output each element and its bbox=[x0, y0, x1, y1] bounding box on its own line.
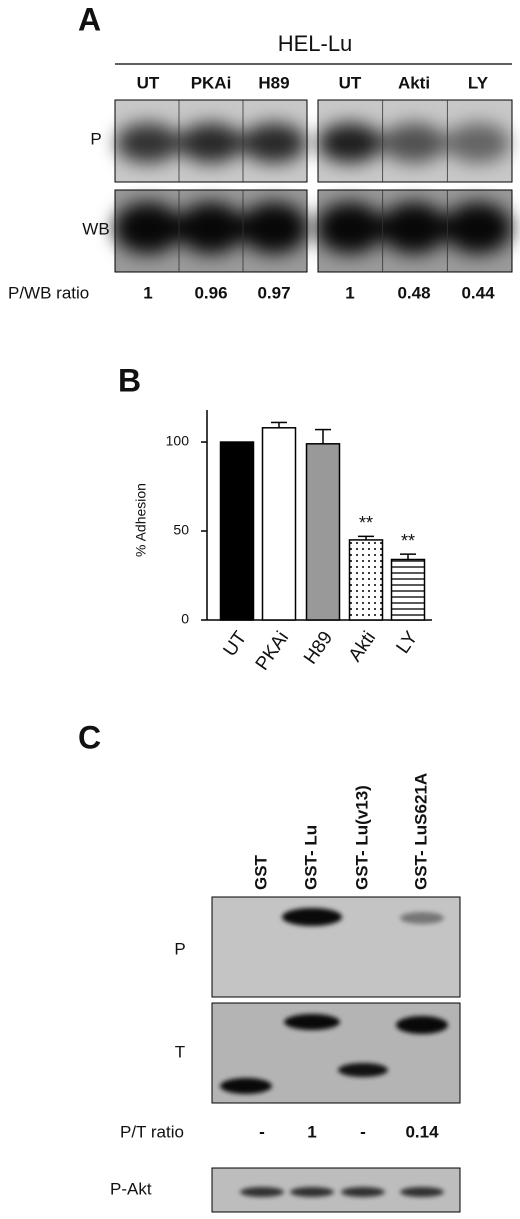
bar bbox=[305, 443, 341, 621]
ratio-value: 1 bbox=[143, 283, 152, 302]
panel-label: B bbox=[118, 362, 141, 398]
panel-label: C bbox=[78, 719, 101, 755]
ratio-value: 0.97 bbox=[257, 283, 290, 302]
band bbox=[446, 123, 510, 163]
row-label: P bbox=[174, 939, 185, 958]
band bbox=[114, 202, 182, 254]
bar bbox=[390, 558, 426, 621]
blot-bands bbox=[282, 908, 444, 926]
band bbox=[400, 912, 444, 924]
band bbox=[177, 202, 245, 254]
lane-label: GST- Lu(v13) bbox=[352, 785, 371, 890]
x-tick-label: UT bbox=[219, 627, 251, 660]
blot-bands bbox=[316, 202, 512, 254]
band bbox=[179, 123, 243, 163]
row-label: P-Akt bbox=[110, 1179, 152, 1198]
lane-label: GST bbox=[251, 854, 270, 890]
y-tick-label: 50 bbox=[173, 522, 189, 538]
lane-label: GST- Lu bbox=[301, 825, 320, 890]
ratio-label: P/T ratio bbox=[120, 1122, 184, 1141]
band bbox=[290, 1187, 334, 1197]
band bbox=[116, 123, 180, 163]
ratio-value: 0.48 bbox=[397, 283, 430, 302]
band bbox=[284, 1014, 340, 1030]
y-axis-title: % Adhesion bbox=[133, 483, 149, 557]
band bbox=[316, 202, 384, 254]
x-tick-label: Akti bbox=[345, 628, 380, 666]
ratio-value: 0.14 bbox=[405, 1122, 439, 1141]
row-label: T bbox=[175, 1042, 185, 1061]
band bbox=[318, 123, 382, 163]
x-tick-label: LY bbox=[392, 627, 422, 657]
band bbox=[282, 908, 342, 926]
ratio-value: 1 bbox=[345, 283, 354, 302]
blot-bands bbox=[116, 123, 306, 163]
lane-label: UT bbox=[137, 73, 160, 92]
x-tick-label: H89 bbox=[300, 628, 337, 669]
blot-bands bbox=[240, 1187, 444, 1197]
band bbox=[380, 202, 448, 254]
bar bbox=[348, 539, 384, 621]
band bbox=[242, 123, 306, 163]
lane-label: GST- LuS621A bbox=[411, 773, 430, 890]
band bbox=[444, 202, 512, 254]
row-label: WB bbox=[82, 219, 109, 238]
band bbox=[338, 1063, 388, 1077]
ratio-value: 0.44 bbox=[461, 283, 495, 302]
ratio-value: 0.96 bbox=[194, 283, 227, 302]
significance: ** bbox=[359, 513, 373, 533]
bar bbox=[261, 427, 297, 621]
significance: ** bbox=[401, 531, 415, 551]
band bbox=[382, 123, 446, 163]
band bbox=[240, 202, 308, 254]
ratio-value: 1 bbox=[307, 1122, 316, 1141]
row-label: P bbox=[90, 129, 101, 148]
band bbox=[240, 1187, 284, 1197]
band bbox=[400, 1187, 444, 1197]
ratio-value: - bbox=[259, 1122, 265, 1141]
lane-label: Akti bbox=[398, 73, 430, 92]
lane-label: LY bbox=[468, 73, 489, 92]
ratio-value: - bbox=[360, 1122, 366, 1141]
y-tick-label: 0 bbox=[181, 611, 189, 627]
blot-bands bbox=[220, 1014, 448, 1094]
y-tick-label: 100 bbox=[166, 433, 190, 449]
lane-label: PKAi bbox=[191, 73, 232, 92]
blot-bands bbox=[318, 123, 510, 163]
lane-label: H89 bbox=[258, 73, 289, 92]
x-tick-label: PKAi bbox=[252, 628, 293, 675]
band bbox=[396, 1016, 448, 1034]
band bbox=[341, 1187, 385, 1197]
band bbox=[220, 1078, 272, 1094]
ratio-label: P/WB ratio bbox=[8, 283, 89, 302]
blot-bands bbox=[114, 202, 308, 254]
panel-label: A bbox=[78, 1, 101, 37]
bar bbox=[219, 441, 255, 621]
lane-label: UT bbox=[339, 73, 362, 92]
group-label: HEL-Lu bbox=[278, 31, 353, 56]
